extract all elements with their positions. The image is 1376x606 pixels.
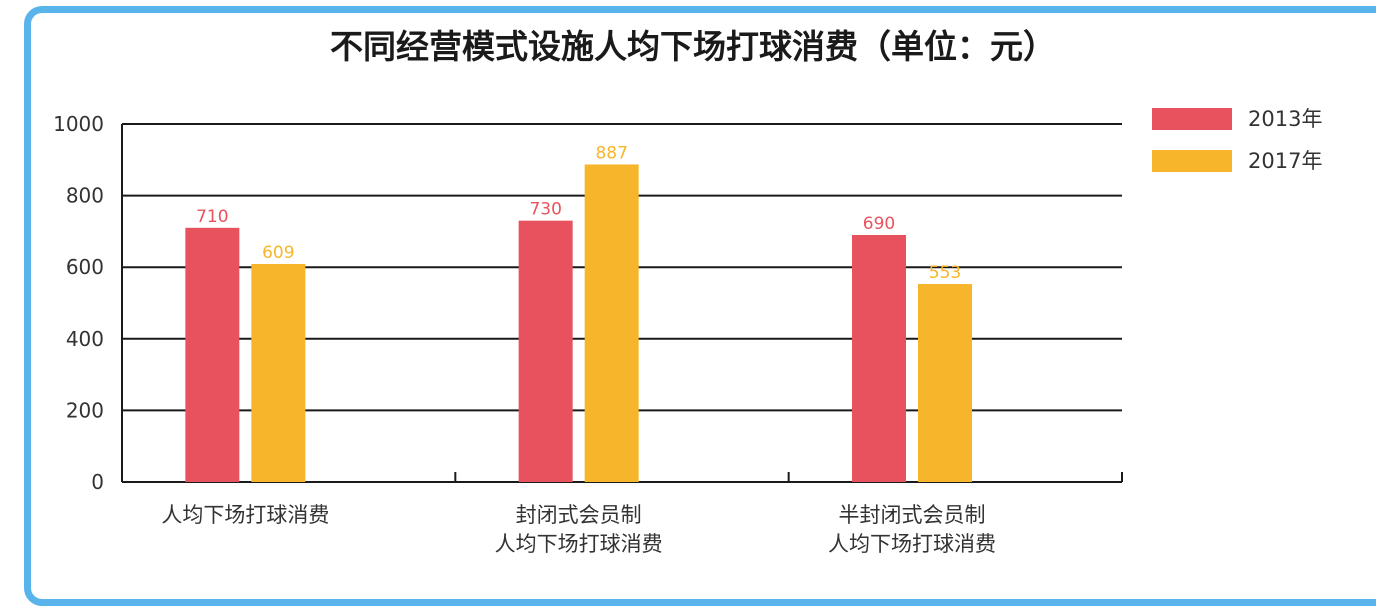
data-label: 690 xyxy=(863,214,895,234)
x-tick-label: 半封闭式会员制 xyxy=(839,503,986,527)
x-tick-label: 人均下场打球消费 xyxy=(495,532,663,556)
data-labels: 710 609 730 887 690 553 xyxy=(196,143,961,283)
bar xyxy=(918,284,972,482)
bar xyxy=(185,227,240,482)
y-tick-label: 1000 xyxy=(53,112,104,136)
chart-frame xyxy=(24,6,1376,606)
y-tick-label: 400 xyxy=(66,327,104,351)
bar xyxy=(584,164,639,483)
bars xyxy=(185,164,972,483)
y-tick-label: 800 xyxy=(66,184,104,208)
y-tick-label: 200 xyxy=(66,398,104,422)
bar xyxy=(518,220,573,482)
x-tick-label: 人均下场打球消费 xyxy=(828,532,996,556)
data-label: 887 xyxy=(595,143,627,163)
legend-label: 2017年 xyxy=(1248,149,1322,173)
data-label: 730 xyxy=(529,200,561,220)
data-label: 609 xyxy=(262,243,294,263)
y-tick-label: 600 xyxy=(66,255,104,279)
bar xyxy=(852,234,906,482)
data-label: 553 xyxy=(929,263,961,283)
y-tick-label: 0 xyxy=(91,470,104,494)
legend-swatch xyxy=(1152,108,1232,130)
x-tick-label: 人均下场打球消费 xyxy=(161,503,329,527)
bar xyxy=(251,263,306,482)
legend: 2013年 2017年 xyxy=(1152,107,1322,173)
legend-label: 2013年 xyxy=(1248,107,1322,131)
data-label: 710 xyxy=(196,207,228,227)
legend-swatch xyxy=(1152,150,1232,172)
chart-title: 不同经营模式设施人均下场打球消费（单位：元） xyxy=(330,27,1056,66)
x-tick-label: 封闭式会员制 xyxy=(516,503,642,527)
bar-chart: 不同经营模式设施人均下场打球消费（单位：元） 0 200 400 600 800 1000… xyxy=(53,27,1322,556)
